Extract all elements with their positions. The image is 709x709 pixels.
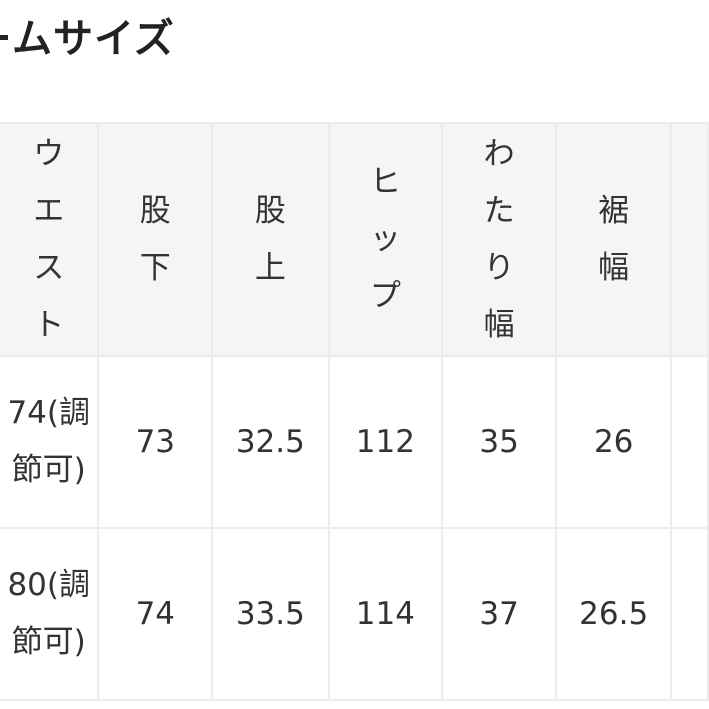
cell-inseam: 73 bbox=[97, 355, 214, 529]
header-waist: ウエスト bbox=[0, 122, 100, 357]
cell-thigh: 35 bbox=[441, 355, 557, 529]
header-hip: ヒップ bbox=[327, 122, 444, 357]
cell-rise: 33.5 bbox=[211, 527, 330, 701]
cell-hip: 112 bbox=[327, 355, 444, 529]
cell-waist: 74(調節可) bbox=[0, 355, 100, 529]
cell-waist: 80(調節可) bbox=[0, 527, 100, 701]
size-table: ウエスト 股下 股上 ヒップ わたり幅 裾幅 74(調節可) 73 32.5 1… bbox=[0, 122, 709, 701]
header-inseam: 股下 bbox=[97, 122, 214, 357]
header-row: ウエスト 股下 股上 ヒップ わたり幅 裾幅 bbox=[0, 122, 709, 357]
title-text: ムサイズ bbox=[12, 16, 175, 62]
header-clipped bbox=[670, 122, 709, 357]
header-hem: 裾幅 bbox=[554, 122, 673, 357]
cell-clipped bbox=[670, 355, 709, 529]
cell-thigh: 37 bbox=[441, 527, 557, 701]
table-row: 80(調節可) 74 33.5 114 37 26.5 bbox=[0, 527, 709, 701]
cell-inseam: 74 bbox=[97, 527, 214, 701]
cell-hem: 26.5 bbox=[554, 527, 673, 701]
cell-rise: 32.5 bbox=[211, 355, 330, 529]
cell-hip: 114 bbox=[327, 527, 444, 701]
table-row: 74(調節可) 73 32.5 112 35 26 bbox=[0, 355, 709, 529]
cell-hem: 26 bbox=[554, 355, 673, 529]
header-rise: 股上 bbox=[211, 122, 330, 357]
header-thigh: わたり幅 bbox=[441, 122, 557, 357]
section-title: ムサイズ bbox=[0, 6, 175, 62]
clipped-title-char bbox=[0, 34, 8, 40]
cell-clipped bbox=[670, 527, 709, 701]
